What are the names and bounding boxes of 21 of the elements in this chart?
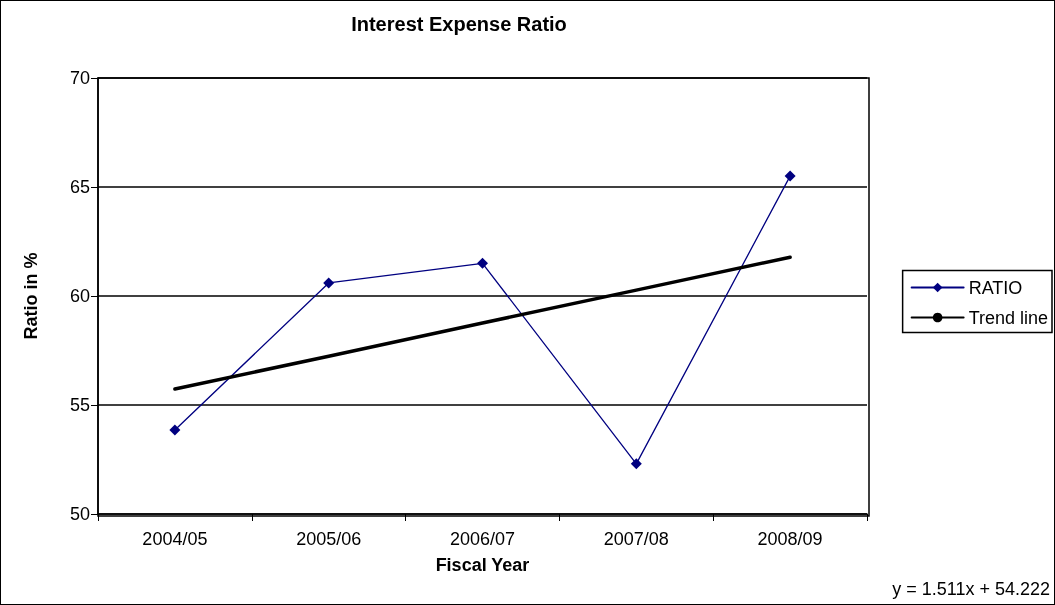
x-axis-title: Fiscal Year xyxy=(435,555,530,575)
y-tick-label: 55 xyxy=(69,395,90,415)
point xyxy=(784,170,796,182)
point xyxy=(477,257,488,269)
y-axis-title: Ratio in % xyxy=(21,252,41,340)
x-tick-label: 2007/08 xyxy=(603,529,669,549)
x-tick-label: 2004/05 xyxy=(142,529,208,549)
x-tick-label: 2005/06 xyxy=(296,529,362,549)
y-tick-label: 70 xyxy=(69,68,90,88)
y-tick-label: 65 xyxy=(69,177,90,197)
y-tick-label: 50 xyxy=(69,504,90,524)
legend-label: Trend line xyxy=(968,307,1048,328)
y-tick-label: 60 xyxy=(69,286,90,306)
point xyxy=(169,424,181,436)
x-tick-label: 2008/09 xyxy=(757,529,823,549)
chart-title: Interest Expense Ratio xyxy=(351,13,567,35)
x-tick-label: 2006/07 xyxy=(449,529,516,549)
text: y = 1.511x + 54.222 xyxy=(892,579,1051,599)
point xyxy=(323,277,335,289)
legend-label: RATIO xyxy=(968,277,1023,298)
point xyxy=(630,458,642,470)
